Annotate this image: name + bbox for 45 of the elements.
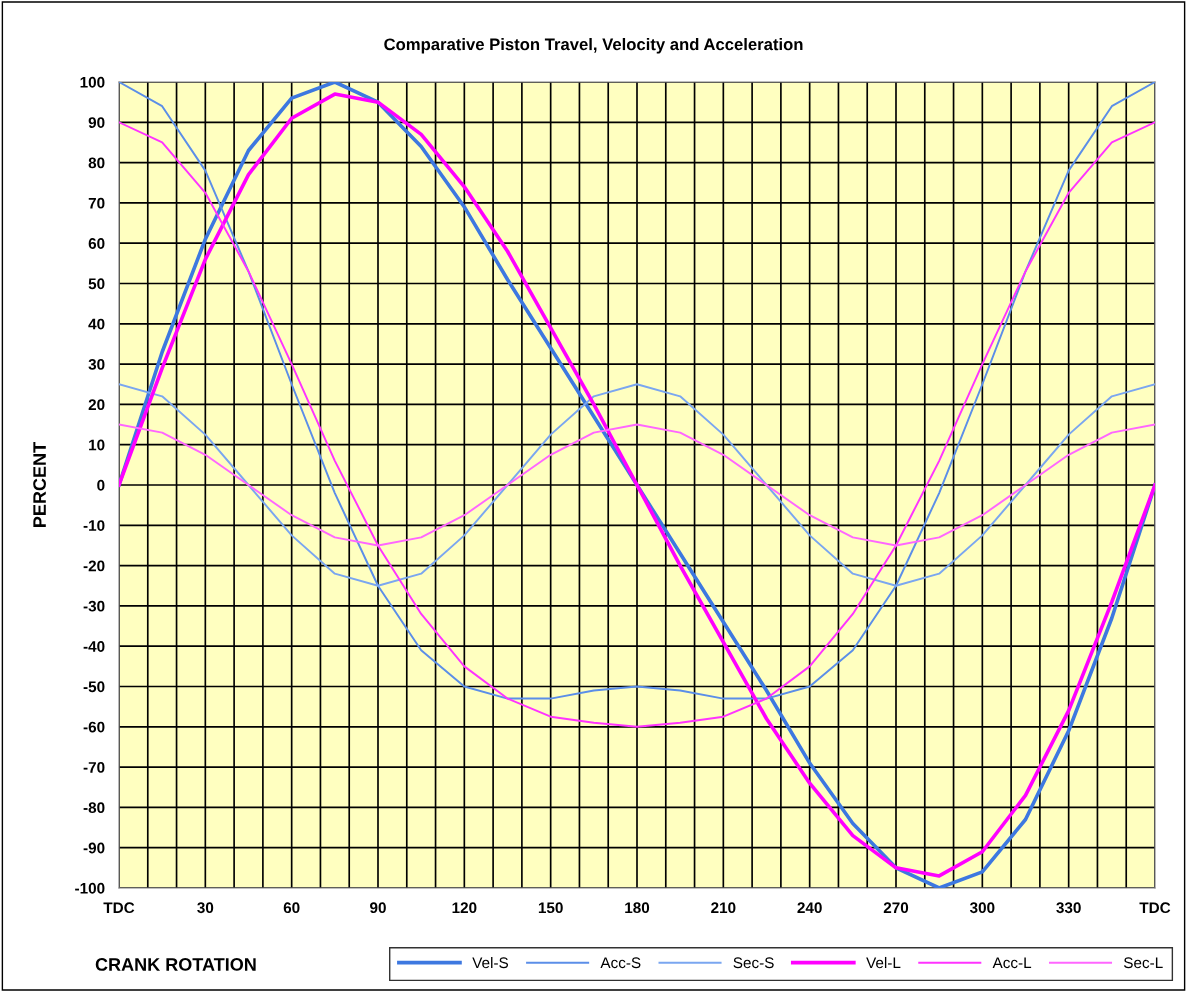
y-tick-label: 90 [88,117,105,128]
y-tick-label: 70 [88,197,105,209]
x-tick-label: 90 [370,902,386,914]
line-series [119,423,1155,547]
y-tick-label: 0 [97,479,105,491]
y-tick-label: 100 [80,76,105,88]
y-tick-label: -60 [83,721,105,733]
chart-title: Comparative Piston Travel, Velocity and Acceleration [384,38,803,54]
line-series [119,383,1155,587]
x-axis-title: CRANK ROTATION [95,958,256,971]
y-tick-label: -50 [83,681,105,693]
x-tick-label: TDC [103,902,135,914]
y-tick-label: -30 [83,600,105,612]
y-tick-label: -20 [83,560,105,572]
y-tick-label: -40 [83,641,105,652]
y-tick-label: 10 [89,439,105,451]
y-tick-label: -80 [83,802,105,814]
legend-label: Vel-S [472,956,509,969]
y-tick-label: 40 [88,318,105,330]
y-tick-label: -100 [75,882,105,894]
x-tick-label: 60 [283,902,300,914]
x-tick-label: 330 [1056,902,1081,914]
y-tick-label: 80 [88,157,105,169]
x-tick-label: 300 [969,902,995,914]
legend-label: Vel-L [866,956,901,969]
y-tick-label: 50 [88,278,105,290]
x-tick-label: 180 [625,902,650,914]
y-tick-label: -10 [83,520,105,531]
x-tick-label: 240 [797,902,822,914]
x-tick-label: TDC [1139,902,1171,914]
legend-label: Acc-S [600,957,641,969]
legend-label: Sec-S [733,957,774,969]
x-tick-label: 210 [711,902,736,914]
x-tick-label: 150 [538,902,563,914]
legend-label: Acc-L [992,957,1032,969]
y-tick-label: 20 [88,399,105,411]
y-tick-label: -70 [83,761,105,773]
y-tick-label: 60 [88,238,105,249]
x-tick-label: 30 [197,902,214,914]
y-tick-label: -90 [83,842,105,854]
y-axis-title: PERCENT [33,442,46,527]
x-tick-label: 270 [883,902,909,914]
legend-label: Sec-L [1123,957,1163,969]
x-tick-label: 120 [452,902,477,914]
y-tick-label: 30 [88,358,105,370]
